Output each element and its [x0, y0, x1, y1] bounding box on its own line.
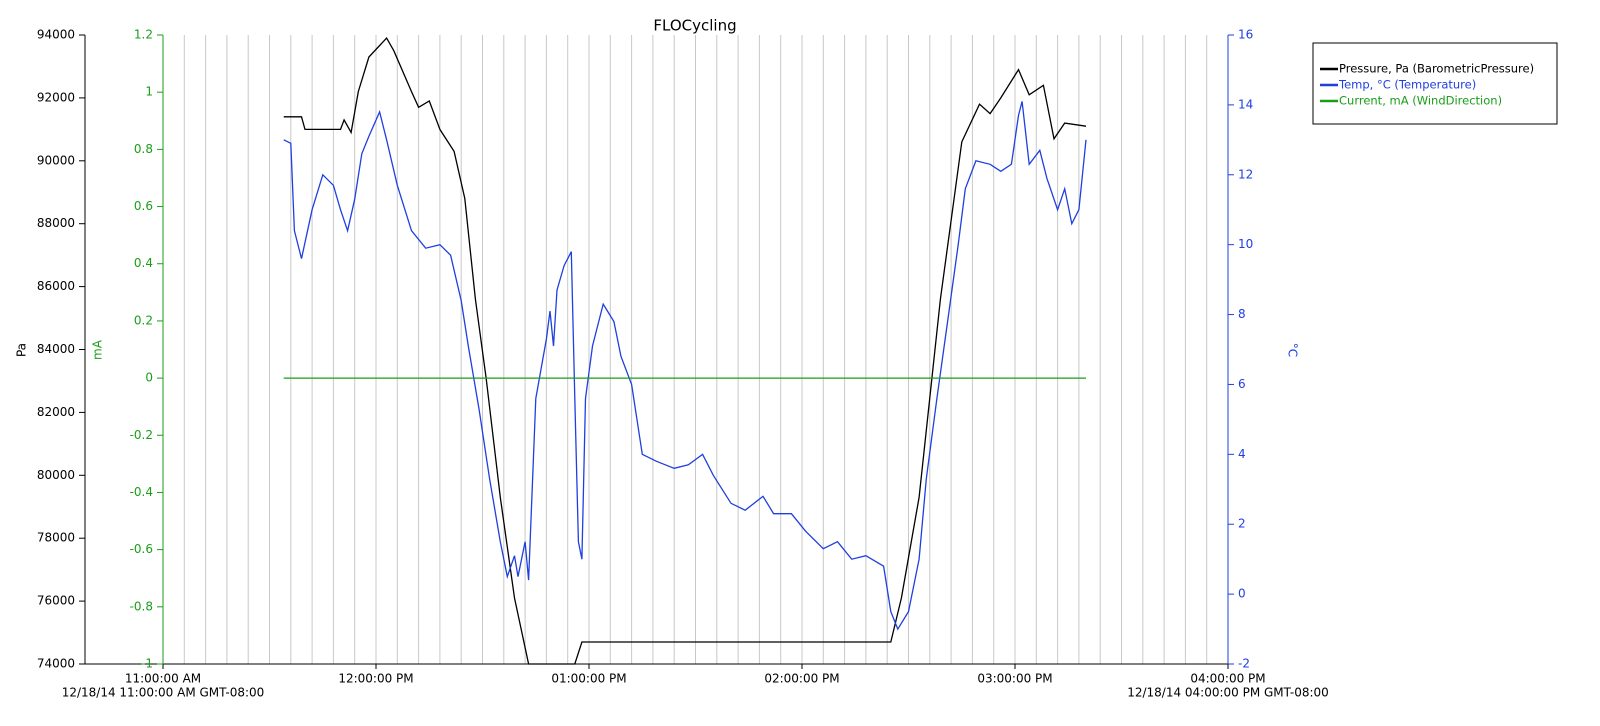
y3ticks-label: 1	[145, 85, 153, 99]
x-tick-label: 02:00:00 PM	[764, 672, 839, 686]
yticks-label: 84000	[37, 342, 75, 356]
y3ticks-label: 1.2	[134, 28, 153, 42]
y2ticks-label: 2	[1238, 517, 1246, 531]
x-tick-label: 11:00:00 AM	[125, 672, 201, 686]
y2ticks-label: 10	[1238, 237, 1253, 251]
legend-label: Current, mA (WindDirection)	[1339, 94, 1502, 108]
y3ticks-label: 0.4	[134, 256, 153, 270]
x-tick-label: 04:00:00 PM	[1190, 672, 1265, 686]
y2ticks-label: -2	[1238, 657, 1250, 671]
y2-axis-label: °C	[1286, 343, 1300, 357]
y2ticks-label: 14	[1238, 97, 1253, 111]
yticks-label: 86000	[37, 279, 75, 293]
y2ticks-label: 6	[1238, 377, 1246, 391]
yticks-label: 80000	[37, 468, 75, 482]
x-tick-label: 01:00:00 PM	[551, 672, 626, 686]
legend-box	[1312, 42, 1558, 125]
y3ticks-label: -0.6	[130, 542, 153, 556]
y3ticks-label: 0.2	[134, 313, 153, 327]
y3ticks-label: -0.8	[130, 599, 153, 613]
yticks-label: 76000	[37, 594, 75, 608]
y3ticks-label: -0.4	[130, 485, 153, 499]
yticks-label: 74000	[37, 657, 75, 671]
yticks-label: 90000	[37, 153, 75, 167]
x-tick-label: 03:00:00 PM	[977, 672, 1052, 686]
y2ticks-label: 8	[1238, 307, 1246, 321]
y2ticks-label: 12	[1238, 167, 1253, 181]
x-range-label: 12/18/14 11:00:00 AM GMT-08:00	[62, 686, 265, 700]
y3ticks-label: -0.2	[130, 428, 153, 442]
yticks-label: 92000	[37, 90, 75, 104]
y-axis-label: Pa	[15, 343, 29, 357]
y3ticks-label: 0	[145, 371, 153, 385]
y3-axis-label: mA	[91, 339, 105, 360]
x-tick-label: 12:00:00 PM	[338, 672, 413, 686]
legend-label: Pressure, Pa (BarometricPressure)	[1339, 62, 1534, 76]
chart-title: FLOCycling	[653, 17, 736, 35]
y3ticks-label: 0.8	[134, 142, 153, 156]
x-range-label: 12/18/14 04:00:00 PM GMT-08:00	[1127, 686, 1329, 700]
y2ticks-label: 0	[1238, 587, 1246, 601]
yticks-label: 94000	[37, 28, 75, 42]
legend-label: Temp, °C (Temperature)	[1338, 78, 1476, 92]
y3ticks-label: 0.6	[134, 199, 153, 213]
yticks-label: 82000	[37, 405, 75, 419]
yticks-label: 88000	[37, 216, 75, 230]
series-line	[283, 101, 1087, 631]
y2ticks-label: 4	[1238, 447, 1246, 461]
y2ticks-label: 16	[1238, 28, 1253, 42]
series-line	[283, 37, 1087, 665]
yticks-label: 78000	[37, 531, 75, 545]
y3ticks-label: -1	[141, 657, 153, 671]
